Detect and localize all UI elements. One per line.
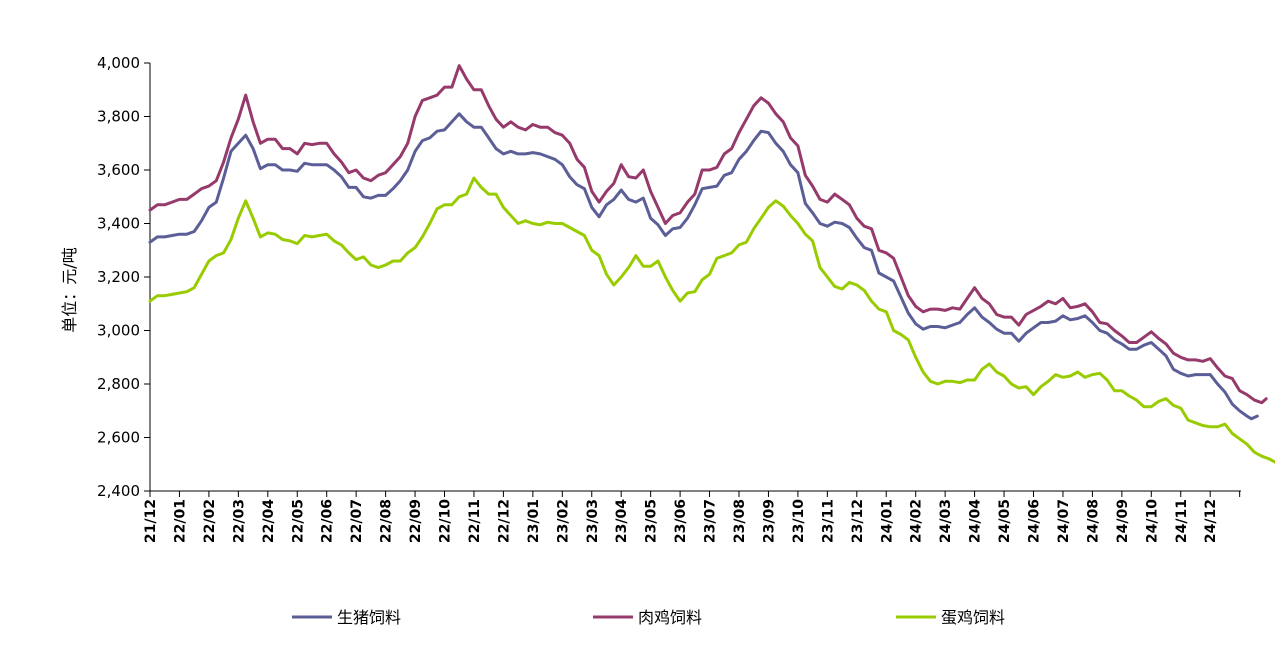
x-tick-label: 23/09 <box>761 499 777 543</box>
x-tick-label: 21/12 <box>143 499 159 543</box>
x-tick-label: 22/08 <box>379 499 395 543</box>
x-tick-label: 22/03 <box>231 499 247 543</box>
x-tick-label: 24/08 <box>1085 499 1101 543</box>
x-tick-label: 23/10 <box>791 499 807 543</box>
x-tick-label: 24/02 <box>909 499 925 543</box>
y-tick-label: 2,400 <box>97 482 140 500</box>
x-tick-label: 23/11 <box>820 499 836 543</box>
x-tick-label: 23/06 <box>673 499 689 543</box>
x-tick-label: 24/10 <box>1144 499 1160 543</box>
x-tick-label: 22/01 <box>172 499 188 543</box>
series-line-1 <box>148 112 1259 421</box>
x-tick-label: 22/07 <box>349 499 365 543</box>
y-tick-label: 3,200 <box>97 268 140 286</box>
x-tick-label: 24/05 <box>997 499 1013 543</box>
x-tick-label: 23/07 <box>703 499 719 543</box>
x-tick-label: 24/09 <box>1115 499 1131 543</box>
x-tick-label: 22/06 <box>320 499 336 543</box>
x-tick-label: 23/02 <box>555 499 571 543</box>
x-tick-label: 24/06 <box>1027 499 1043 543</box>
y-tick-label: 3,800 <box>97 108 140 126</box>
y-ticks: 2,400 2,600 2,800 3,000 3,200 3,400 3,600 3,800… <box>97 54 150 500</box>
x-tick-label: 22/04 <box>261 499 277 543</box>
x-tick-label: 22/12 <box>496 499 512 543</box>
series-lines <box>148 64 1275 464</box>
legend-label: 生猪饲料 <box>337 608 401 627</box>
x-ticks: 21/12 22/01 22/02 22/03 22/04 22/05 22/06 22/07… <box>143 491 1241 543</box>
y-tick-label: 4,000 <box>97 54 140 72</box>
legend-label: 肉鸡饲料 <box>638 608 702 627</box>
x-tick-label: 24/12 <box>1203 499 1219 543</box>
legend: 生猪饲料 肉鸡饲料 蛋鸡饲料 <box>292 608 1005 627</box>
legend-label: 蛋鸡饲料 <box>941 608 1005 627</box>
x-tick-label: 23/08 <box>732 499 748 543</box>
x-tick-label: 22/11 <box>467 499 483 543</box>
x-tick-label: 23/04 <box>614 499 630 543</box>
series-line-3 <box>148 176 1275 464</box>
y-tick-label: 3,600 <box>97 161 140 179</box>
y-tick-label: 2,800 <box>97 375 140 393</box>
y-axis-label: 单位：元/吨 <box>60 247 79 332</box>
x-tick-label: 24/04 <box>968 499 984 543</box>
x-tick-label: 22/05 <box>290 499 306 543</box>
x-tick-label: 23/01 <box>526 499 542 543</box>
x-tick-label: 23/12 <box>850 499 866 543</box>
x-tick-label: 24/01 <box>879 499 895 543</box>
series-line-2 <box>148 64 1268 405</box>
x-tick-label: 24/07 <box>1056 499 1072 543</box>
x-tick-label: 24/11 <box>1174 499 1190 543</box>
x-tick-label: 24/03 <box>938 499 954 543</box>
x-axis: 21/12 22/01 22/02 22/03 22/04 22/05 22/06 22/07… <box>143 490 1241 543</box>
y-tick-label: 3,400 <box>97 215 140 233</box>
x-tick-label: 23/03 <box>585 499 601 543</box>
x-tick-label: 22/09 <box>408 499 424 543</box>
y-tick-label: 2,600 <box>97 429 140 447</box>
x-tick-label: 22/02 <box>202 499 218 543</box>
y-tick-label: 3,000 <box>97 322 140 340</box>
x-tick-label: 22/10 <box>438 499 454 543</box>
x-tick-label: 23/05 <box>644 499 660 543</box>
y-axis: 2,400 2,600 2,800 3,000 3,200 3,400 3,600 3,800… <box>97 54 151 500</box>
